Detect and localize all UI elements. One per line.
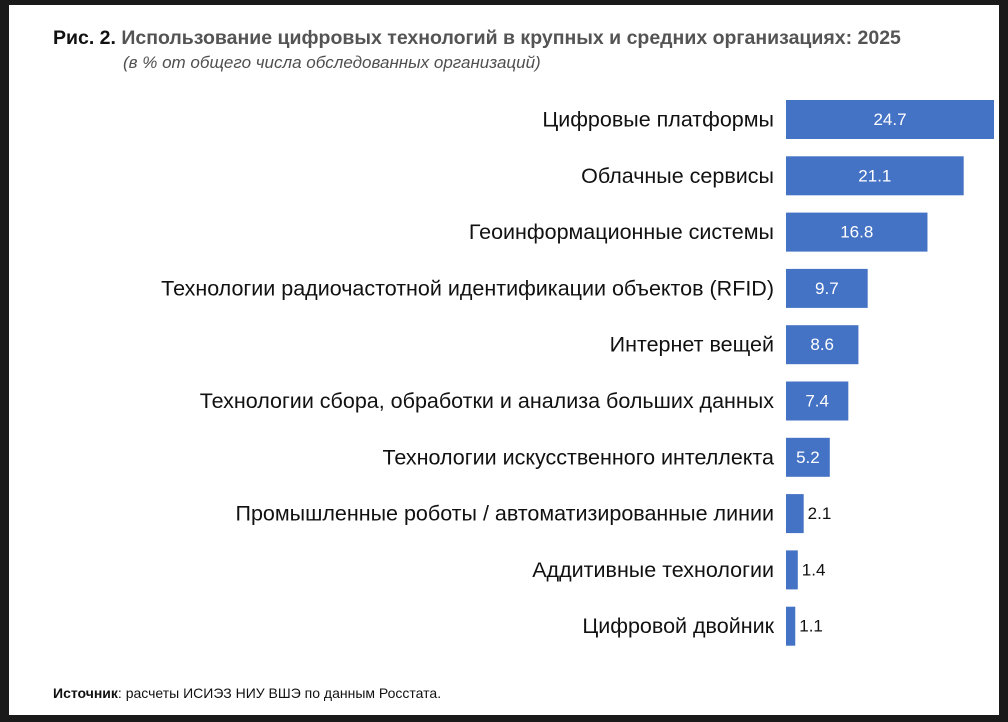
bar <box>786 550 798 590</box>
value-label: 5.2 <box>796 448 820 467</box>
category-label: Технологии сбора, обработки и анализа бо… <box>200 389 775 413</box>
bar <box>786 325 859 365</box>
value-label: 21.1 <box>858 166 891 185</box>
category-label: Геоинформационные системы <box>469 220 774 244</box>
value-label: 1.4 <box>802 560 826 579</box>
category-label: Технологии радиочастотной идентификации … <box>161 276 774 300</box>
category-label: Аддитивные технологии <box>532 558 774 582</box>
value-label: 16.8 <box>840 223 873 242</box>
figure-number: Рис. 2. <box>53 27 116 49</box>
category-label: Цифровые платформы <box>542 108 774 132</box>
bar <box>786 494 804 534</box>
value-label: 9.7 <box>815 279 839 298</box>
value-label: 24.7 <box>873 110 906 129</box>
bar <box>786 100 994 139</box>
category-label: Интернет вещей <box>610 333 774 357</box>
bar <box>786 212 928 252</box>
bar <box>786 268 868 308</box>
category-label: Промышленные роботы / автоматизированные… <box>235 502 774 526</box>
bar <box>786 437 830 477</box>
bar <box>786 606 796 646</box>
chart-subtitle: (в % от общего числа обследованных орган… <box>123 53 541 72</box>
category-label: Облачные сервисы <box>581 164 774 188</box>
chart-title-text: Использование цифровых технологий в круп… <box>121 27 901 49</box>
source-label: Источник <box>53 685 118 701</box>
chart-title: Рис. 2. Использование цифровых технологи… <box>53 27 901 50</box>
value-label: 2.1 <box>808 504 832 523</box>
category-label: Цифровой двойник <box>582 614 774 638</box>
bar <box>786 381 849 421</box>
bar <box>786 156 964 196</box>
chart-card: Рис. 2. Использование цифровых технологи… <box>9 5 999 715</box>
bar-chart: Цифровые платформы 24.7 Облачные сервисы 21… <box>161 100 994 646</box>
value-label: 8.6 <box>810 335 834 354</box>
source-note: Источник: расчеты ИСИЭЗ НИУ ВШЭ по данны… <box>53 685 441 701</box>
value-label: 7.4 <box>805 392 829 411</box>
value-label: 1.1 <box>799 617 823 636</box>
category-label: Технологии искусственного интеллекта <box>383 445 775 469</box>
source-text: : расчеты ИСИЭЗ НИУ ВШЭ по данным Росста… <box>117 685 442 701</box>
